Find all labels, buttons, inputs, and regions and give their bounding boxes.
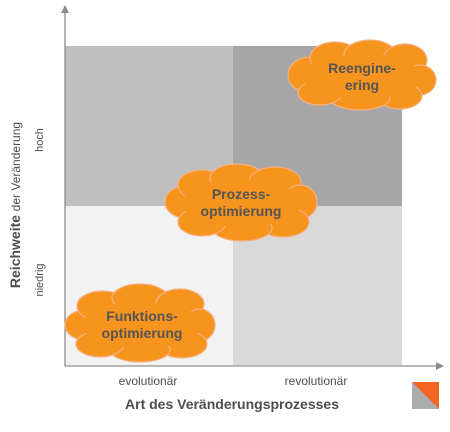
y-axis-title: Reichweite der Veränderung xyxy=(7,122,23,288)
corner-logo xyxy=(412,382,439,409)
x-label-left: evolutionär xyxy=(118,374,178,388)
y-axis-arrowhead xyxy=(61,5,69,13)
cloud-label-prozessoptimierung: Prozess- optimierung xyxy=(200,186,282,219)
cloud-label-funktionsoptimierung: Funktions- optimierung xyxy=(101,308,183,341)
y-label-high: hoch xyxy=(34,128,46,152)
x-axis-title: Art des Veränderungsprozesses xyxy=(125,396,339,412)
y-label-low: niedrig xyxy=(34,263,46,297)
cloud-reengineering xyxy=(287,39,437,111)
x-axis-arrowhead xyxy=(436,362,444,370)
x-label-right: revolutionär xyxy=(284,374,348,388)
cloud-funktionsoptimierung xyxy=(64,283,216,363)
y-axis-title-bold: Reichweite xyxy=(7,214,23,289)
cloud-prozessoptimierung xyxy=(164,163,318,242)
y-axis-title-rest: der Veränderung xyxy=(9,121,23,212)
cloud-label-reengineering: Reengine- ering xyxy=(328,60,396,93)
